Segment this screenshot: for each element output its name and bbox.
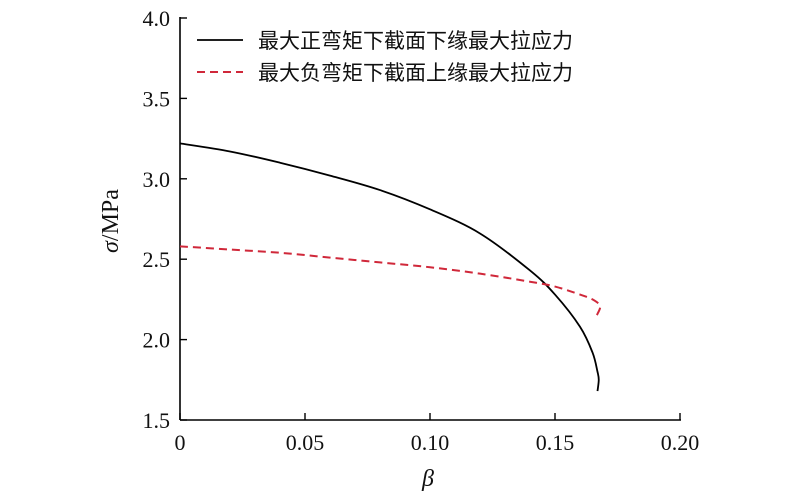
x-tick-label: 0.05 [286,430,325,455]
x-tick-label: 0 [175,430,186,455]
x-ticks: 0 0.05 0.10 0.15 0.20 [175,413,700,455]
series-line-negative-moment [179,245,602,318]
y-axis-title-symbol: σ [98,240,124,253]
x-axis-title: β [421,466,434,492]
y-tick-label: 3.0 [143,167,171,192]
y-ticks: 1.5 2.0 2.5 3.0 3.5 4.0 [143,6,187,433]
legend: 最大正弯矩下截面下缘最大拉应力 最大负弯矩下截面上缘最大拉应力 [197,29,573,85]
series-line-positive-moment [179,142,600,392]
x-tick-label: 0.15 [536,430,575,455]
legend-label-positive-moment: 最大正弯矩下截面下缘最大拉应力 [258,29,573,53]
x-tick-label: 0.10 [411,430,450,455]
x-tick-label: 0.20 [661,430,700,455]
y-tick-label: 4.0 [143,6,171,31]
y-tick-label: 2.5 [143,247,171,272]
y-tick-label: 3.5 [143,86,171,111]
y-axis-title-unit: /MPa [98,189,124,241]
legend-label-negative-moment: 最大负弯矩下截面上缘最大拉应力 [258,61,573,85]
y-axis-title: σ/MPa [98,189,124,253]
series-layer [179,142,602,392]
y-tick-label: 2.0 [143,328,171,353]
y-tick-label: 1.5 [143,408,171,433]
